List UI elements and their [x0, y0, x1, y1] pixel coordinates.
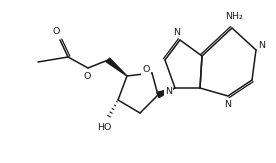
Text: N: N [224, 100, 232, 109]
Text: O: O [83, 72, 91, 81]
Text: N: N [165, 87, 172, 96]
Text: N: N [174, 28, 181, 37]
Text: O: O [143, 66, 150, 74]
Polygon shape [157, 88, 175, 98]
Text: N: N [258, 42, 265, 51]
Text: NH₂: NH₂ [225, 12, 243, 21]
Text: O: O [52, 27, 60, 36]
Text: HO: HO [97, 123, 111, 132]
Polygon shape [106, 58, 127, 76]
